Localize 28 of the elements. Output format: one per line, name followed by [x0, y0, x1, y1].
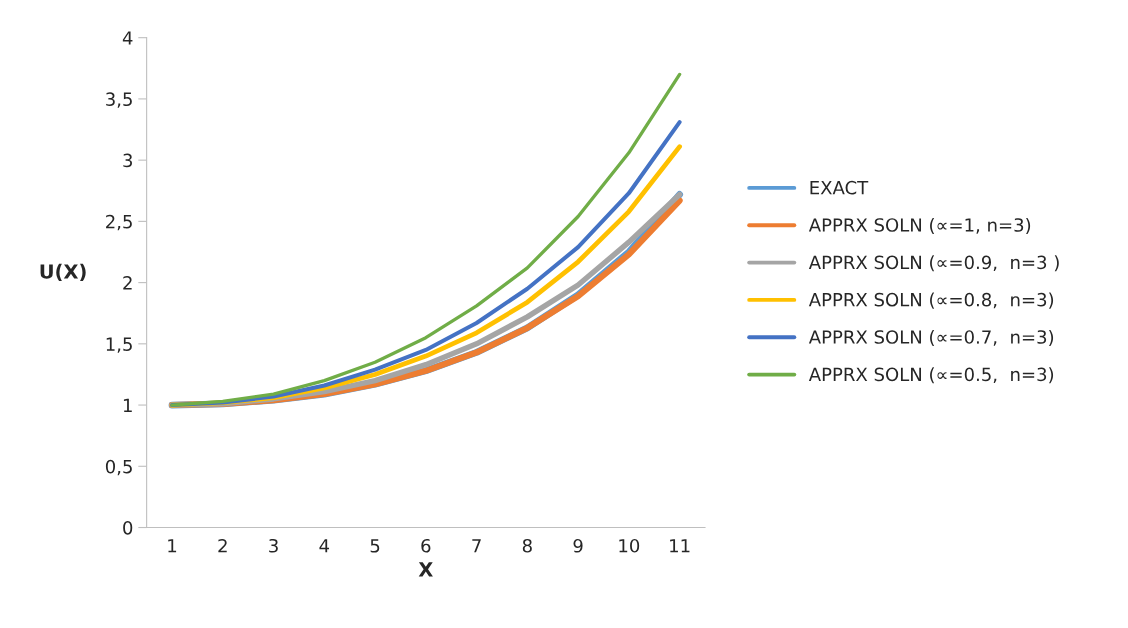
legend-label: APPRX SOLN (∝=1, n=3) — [808, 217, 1031, 234]
x-tick-label: 7 — [472, 539, 481, 553]
legend-label: APPRX SOLN (∝=0.5, n=3) — [808, 367, 1054, 384]
legend-label: EXACT — [810, 180, 869, 195]
y-tick-label: 0 — [123, 520, 133, 535]
y-tick-label: 4 — [122, 31, 133, 45]
legend-label: APPRX SOLN (∝=0.7, n=3) — [808, 329, 1054, 346]
y-tick-label: 2 — [123, 276, 132, 290]
y-tick-label: 3,5 — [106, 92, 132, 108]
y-tick-label: 2,5 — [106, 214, 132, 231]
legend-label: APPRX SOLN (∝=0.8, n=3) — [808, 292, 1054, 309]
y-axis-title: U(X) — [40, 263, 86, 282]
y-tick-label: 3 — [123, 153, 132, 168]
y-tick-label: 0,5 — [105, 459, 132, 476]
y-tick-label: 1,5 — [106, 337, 132, 353]
legend-label: APPRX SOLN (∝=0.9, n=3 ) — [808, 255, 1059, 272]
x-tick-label: 3 — [269, 538, 278, 553]
x-tick-label: 9 — [573, 538, 583, 553]
x-tick-label: 1 — [168, 539, 177, 553]
x-tick-label: 5 — [370, 539, 380, 553]
x-tick-label: 4 — [319, 539, 330, 553]
x-tick-label: 8 — [522, 538, 532, 553]
x-axis-title: X — [418, 562, 433, 577]
y-tick-label: 1 — [123, 398, 132, 412]
x-tick-label: 11 — [670, 539, 690, 553]
x-tick-label: 6 — [421, 538, 431, 553]
x-tick-label: 10 — [619, 538, 640, 553]
x-tick-label: 2 — [218, 538, 227, 553]
